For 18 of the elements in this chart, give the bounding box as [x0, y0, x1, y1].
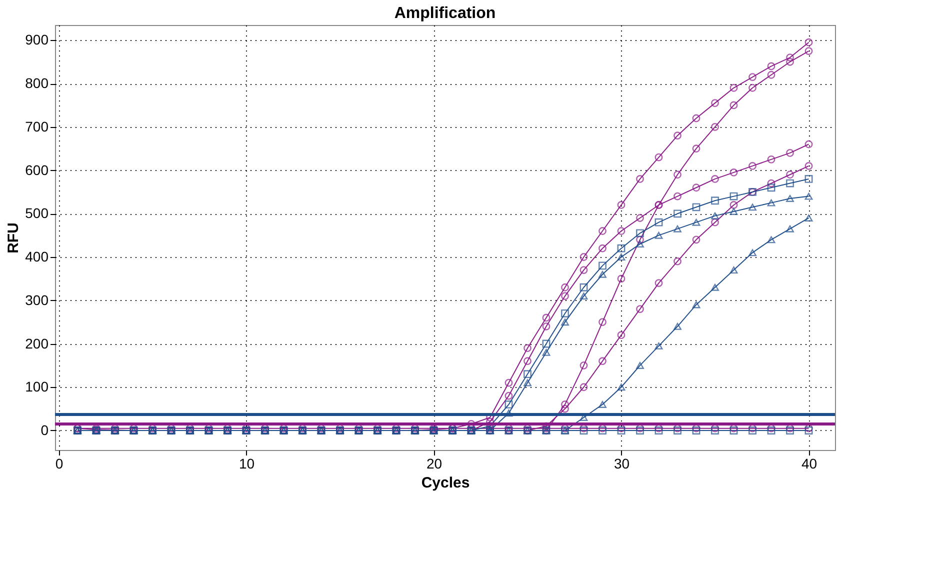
y-tick-label: 300 [25, 292, 49, 308]
x-tick-label: 10 [238, 456, 255, 472]
y-tick-label: 800 [25, 75, 49, 92]
x-tick-label: 30 [614, 456, 630, 472]
y-tick-label: 100 [25, 378, 49, 395]
x-axis-title: Cycles [421, 474, 470, 492]
x-tick-label: 20 [426, 456, 442, 472]
y-tick-label: 400 [25, 248, 49, 265]
y-tick-label: 900 [25, 32, 49, 48]
y-tick-label: 0 [40, 422, 49, 438]
y-axis-title: RFU [5, 222, 22, 254]
y-tick-label: 200 [25, 335, 49, 352]
y-tick-label: 600 [25, 162, 49, 178]
x-tick-label: 0 [55, 456, 64, 472]
chart-title: Amplification [394, 5, 496, 22]
y-tick-label: 700 [25, 118, 49, 134]
y-tick-label: 500 [25, 205, 49, 222]
x-tick-label: 40 [801, 456, 818, 472]
